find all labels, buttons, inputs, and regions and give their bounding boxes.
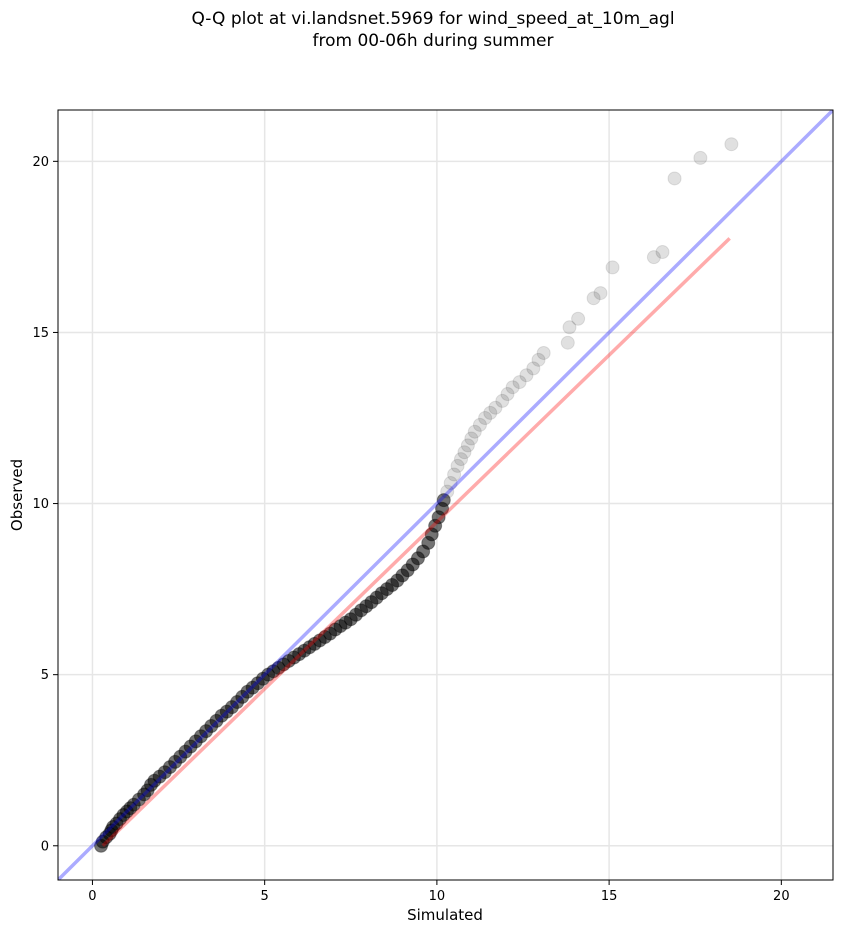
data-point	[440, 484, 455, 499]
data-point	[467, 424, 482, 439]
data-point	[519, 368, 534, 383]
y-tick-label: 0	[41, 839, 49, 854]
data-point	[536, 345, 551, 360]
data-point	[505, 380, 520, 395]
data-point	[436, 493, 451, 508]
data-points	[94, 137, 739, 853]
x-tick-label: 20	[773, 889, 790, 904]
x-axis-label: Simulated	[407, 906, 483, 924]
data-point	[646, 250, 661, 265]
data-point	[526, 361, 541, 376]
data-point	[562, 320, 577, 335]
y-axis-ticks: 0 5 10 15 20	[32, 155, 58, 854]
data-point	[571, 311, 586, 326]
chart-title: Q-Q plot at vi.landsnet.5969 for wind_sp…	[0, 8, 843, 52]
data-point	[483, 405, 498, 420]
data-point	[457, 445, 472, 460]
data-point	[488, 400, 503, 415]
data-point	[605, 260, 620, 275]
data-point	[443, 476, 458, 491]
x-tick-label: 15	[601, 889, 618, 904]
data-point	[478, 411, 493, 425]
data-point	[655, 245, 670, 260]
y-tick-label: 15	[32, 326, 49, 341]
fit-line	[101, 237, 731, 848]
data-point	[464, 431, 479, 446]
y-tick-label: 20	[32, 155, 49, 170]
x-tick-label: 10	[429, 889, 446, 904]
y-tick-label: 5	[41, 668, 49, 683]
data-point	[500, 387, 515, 402]
data-point	[593, 286, 608, 301]
data-point	[560, 335, 575, 350]
data-point	[450, 458, 465, 473]
data-point	[460, 438, 475, 453]
reference-lines	[58, 110, 833, 880]
data-point	[495, 393, 510, 408]
data-point	[447, 467, 462, 482]
data-point	[454, 452, 468, 467]
plot-frame	[57, 109, 834, 881]
one-to-one-line	[58, 110, 833, 880]
chart-title-line-1: Q-Q plot at vi.landsnet.5969 for wind_sp…	[191, 9, 675, 29]
grid-lines	[58, 110, 833, 880]
data-point	[531, 352, 546, 367]
x-axis-ticks: 0 5 10 15 20	[88, 880, 790, 904]
y-tick-label: 10	[32, 497, 49, 512]
data-point	[693, 150, 708, 165]
data-point	[667, 171, 682, 186]
data-point	[512, 375, 527, 390]
x-tick-label: 5	[261, 889, 269, 904]
data-point	[724, 137, 739, 152]
chart-title-line-2: from 00-06h during summer	[312, 31, 554, 51]
data-point	[586, 291, 601, 306]
x-tick-label: 0	[88, 889, 96, 904]
data-point	[472, 417, 487, 432]
y-axis-label: Observed	[8, 459, 26, 531]
